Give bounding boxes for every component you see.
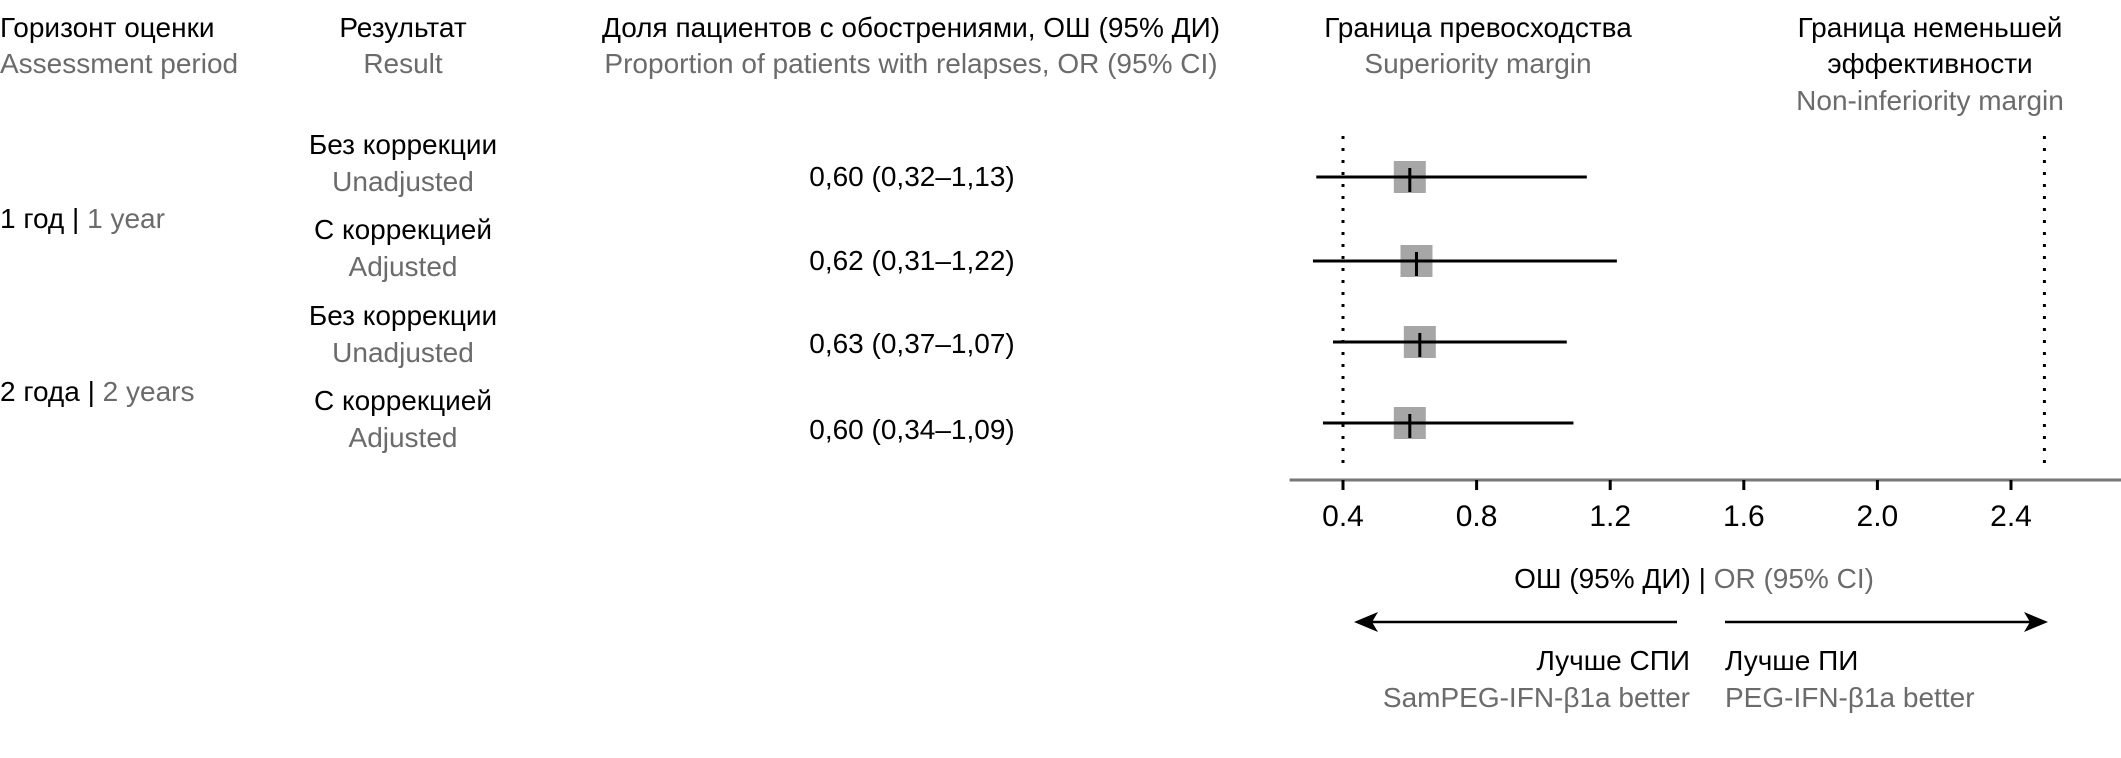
period-2-label: 2 года | 2 years (0, 378, 195, 406)
row-4-result-ru: С коррекцией (314, 385, 492, 416)
period-en: 1 year (87, 203, 165, 234)
row-4-result-en: Adjusted (348, 422, 458, 453)
x-axis-label-en: OR (95% CI) (1713, 563, 1874, 594)
separator: | (72, 203, 80, 234)
header-noninferiority-ru-2: эффективности (1827, 48, 2033, 79)
x-tick-label: 1.6 (1723, 500, 1765, 533)
row-2-result-en: Adjusted (348, 251, 458, 282)
header-proportion-en: Proportion of patients with relapses, OR… (604, 48, 1218, 79)
x-tick-label: 0.8 (1456, 500, 1498, 533)
x-axis-label-ru: ОШ (95% ДИ) (1514, 563, 1691, 594)
period-en: 2 years (102, 376, 195, 407)
left-label-en: SamPEG-IFN-β1a better (1382, 682, 1690, 713)
header-period-en: Assessment period (0, 48, 239, 79)
separator: | (87, 376, 95, 407)
row-1-result-en: Unadjusted (332, 166, 474, 197)
right-label-ru: Лучше ПИ (1725, 645, 1859, 676)
left-arrow-head (1354, 612, 1378, 632)
header-noninferiority-en: Non-inferiority margin (1796, 85, 2064, 116)
row-1-result-ru: Без коррекции (308, 129, 498, 160)
header-result-en: Result (363, 48, 443, 79)
header-superiority-en: Superiority margin (1364, 48, 1592, 79)
x-tick-label: 0.4 (1322, 500, 1364, 533)
period-1-label: 1 год | 1 year (0, 205, 165, 233)
header-noninferiority-ru-1: Граница неменьшей (1797, 12, 2063, 43)
row-2-value: 0,62 (0,31–1,22) (809, 245, 1015, 276)
x-tick-label: 2.0 (1857, 500, 1899, 533)
x-tick-label: 2.4 (1990, 500, 2032, 533)
x-axis-label: ОШ (95% ДИ) | OR (95% CI) (1514, 565, 1874, 593)
x-tick-label: 1.2 (1589, 500, 1631, 533)
separator: | (1698, 563, 1706, 594)
header-superiority-ru: Граница превосходства (1324, 12, 1632, 43)
row-1-value: 0,60 (0,32–1,13) (809, 161, 1015, 192)
row-4-value: 0,60 (0,34–1,09) (809, 414, 1015, 445)
row-3-result-en: Unadjusted (332, 337, 474, 368)
header-proportion-ru: Доля пациентов с обострениями, ОШ (95% Д… (601, 12, 1221, 43)
header-result-ru: Результат (339, 12, 467, 43)
row-3-value: 0,63 (0,37–1,07) (809, 328, 1015, 359)
period-ru: 2 года (0, 376, 80, 407)
row-2-result-ru: С коррекцией (314, 214, 492, 245)
right-arrow-head (2024, 612, 2048, 632)
right-label-en: PEG-IFN-β1a better (1725, 682, 1975, 713)
period-ru: 1 год (0, 203, 65, 234)
row-3-result-ru: Без коррекции (308, 300, 498, 331)
header-period-ru: Горизонт оценки (0, 12, 215, 43)
left-label-ru: Лучше СПИ (1536, 645, 1690, 676)
